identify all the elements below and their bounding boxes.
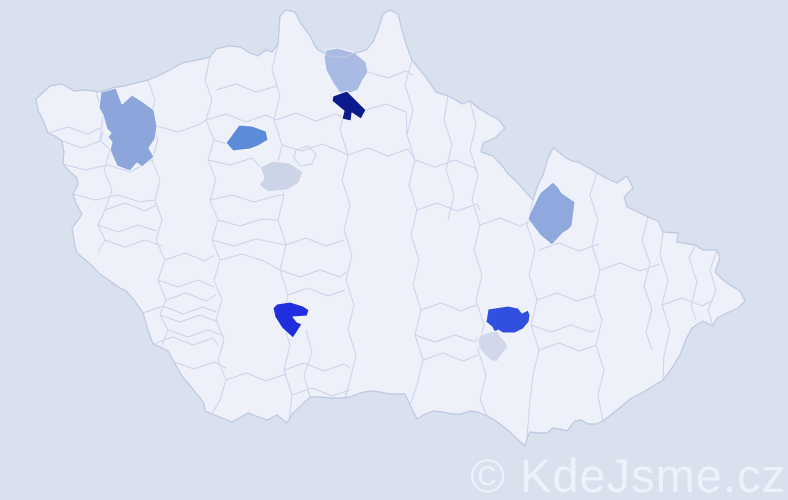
highlighted-district-center-gray: [258, 160, 304, 193]
highlighted-district-west-center: [225, 124, 269, 152]
highlighted-district-southeast-vivid: [485, 305, 531, 334]
watermark-text: © KdeJsme.cz: [470, 449, 786, 500]
highlighted-district-north-navy: [331, 90, 367, 122]
country-outline: [35, 9, 746, 447]
highlighted-district-west-large: [98, 87, 158, 172]
highlighted-district-south-vivid: [272, 301, 310, 339]
highlighted-district-southeast-gray: [477, 330, 509, 363]
country-shape: [36, 10, 745, 446]
highlighted-district-east-periwinkle: [527, 181, 576, 246]
